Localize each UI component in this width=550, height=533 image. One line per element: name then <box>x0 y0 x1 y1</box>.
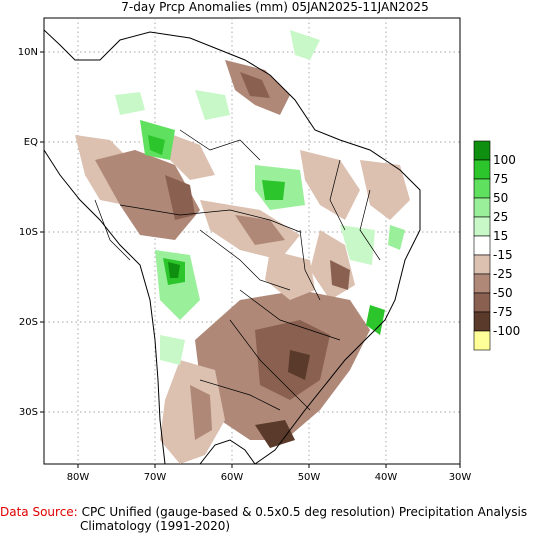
lon-tick-60w: 60W <box>221 472 244 483</box>
legend-label: -100 <box>493 324 520 338</box>
legend-swatch <box>473 311 491 332</box>
legend-swatch <box>473 178 491 199</box>
legend-label: 100 <box>493 153 516 167</box>
dry-anomaly-areas <box>75 60 410 464</box>
lat-tick-eq: EQ <box>24 137 38 148</box>
legend-swatch <box>473 235 491 256</box>
precipitation-anomaly-map: 10N EQ 10S 20S 30S 80W 70W 60W 50W 40W 3… <box>18 17 520 483</box>
legend-label: -50 <box>493 286 513 300</box>
lat-tick-20s: 20S <box>19 317 38 328</box>
borders <box>94 129 381 411</box>
legend-swatch <box>473 292 491 313</box>
data-source-text: CPC Unified (gauge-based & 0.5x0.5 deg r… <box>81 505 528 519</box>
lon-tick-40w: 40W <box>375 472 398 483</box>
wet-anomaly-areas <box>115 30 405 365</box>
legend-swatch <box>473 197 491 218</box>
latitude-ticks: 10N EQ 10S 20S 30S <box>18 47 44 418</box>
lon-tick-80w: 80W <box>67 472 90 483</box>
legend-swatch <box>473 216 491 237</box>
legend-swatch <box>473 140 491 161</box>
legend-label: -15 <box>493 248 513 262</box>
legend-colorbar: 100 75 50 25 15 -15 -25 -50 -75 -100 <box>473 140 520 351</box>
longitude-ticks: 80W 70W 60W 50W 40W 30W <box>67 464 472 483</box>
lon-tick-30w: 30W <box>449 472 472 483</box>
lat-tick-30s: 30S <box>19 407 38 418</box>
lon-tick-50w: 50W <box>298 472 321 483</box>
legend-label: 15 <box>493 229 508 243</box>
data-source-line: Data Source: CPC Unified (gauge-based & … <box>0 505 527 519</box>
legend-label: 50 <box>493 191 508 205</box>
lat-tick-10s: 10S <box>19 227 38 238</box>
data-source-label: Data Source: <box>0 505 78 519</box>
legend-label: -25 <box>493 267 513 281</box>
legend-swatch <box>473 159 491 180</box>
map-title: 7-day Prcp Anomalies (mm) 05JAN2025-11JA… <box>121 0 429 14</box>
lat-tick-10n: 10N <box>18 47 38 58</box>
legend-swatch <box>473 330 491 351</box>
legend-label: 25 <box>493 210 508 224</box>
climatology-line: Climatology (1991-2020) <box>80 519 231 533</box>
lon-tick-70w: 70W <box>144 472 167 483</box>
legend-swatch <box>473 254 491 275</box>
legend-swatch <box>473 273 491 294</box>
legend-label: -75 <box>493 305 513 319</box>
coastlines <box>44 29 421 464</box>
legend-label: 75 <box>493 172 508 186</box>
